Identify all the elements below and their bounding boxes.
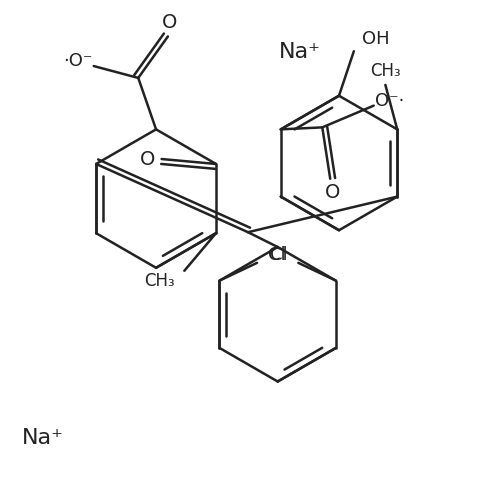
Text: O: O [162, 13, 178, 32]
Text: CH₃: CH₃ [144, 272, 174, 289]
Text: ·O⁻: ·O⁻ [63, 52, 92, 70]
Text: OH: OH [362, 30, 390, 48]
Text: Cl: Cl [268, 246, 285, 264]
Text: Na⁺: Na⁺ [22, 428, 64, 448]
Text: CH₃: CH₃ [370, 62, 400, 80]
Text: Na⁺: Na⁺ [278, 42, 320, 62]
Text: Cl: Cl [270, 246, 287, 264]
Text: O: O [324, 183, 340, 202]
Text: O⁻·: O⁻· [375, 92, 404, 110]
Text: O: O [140, 150, 156, 169]
